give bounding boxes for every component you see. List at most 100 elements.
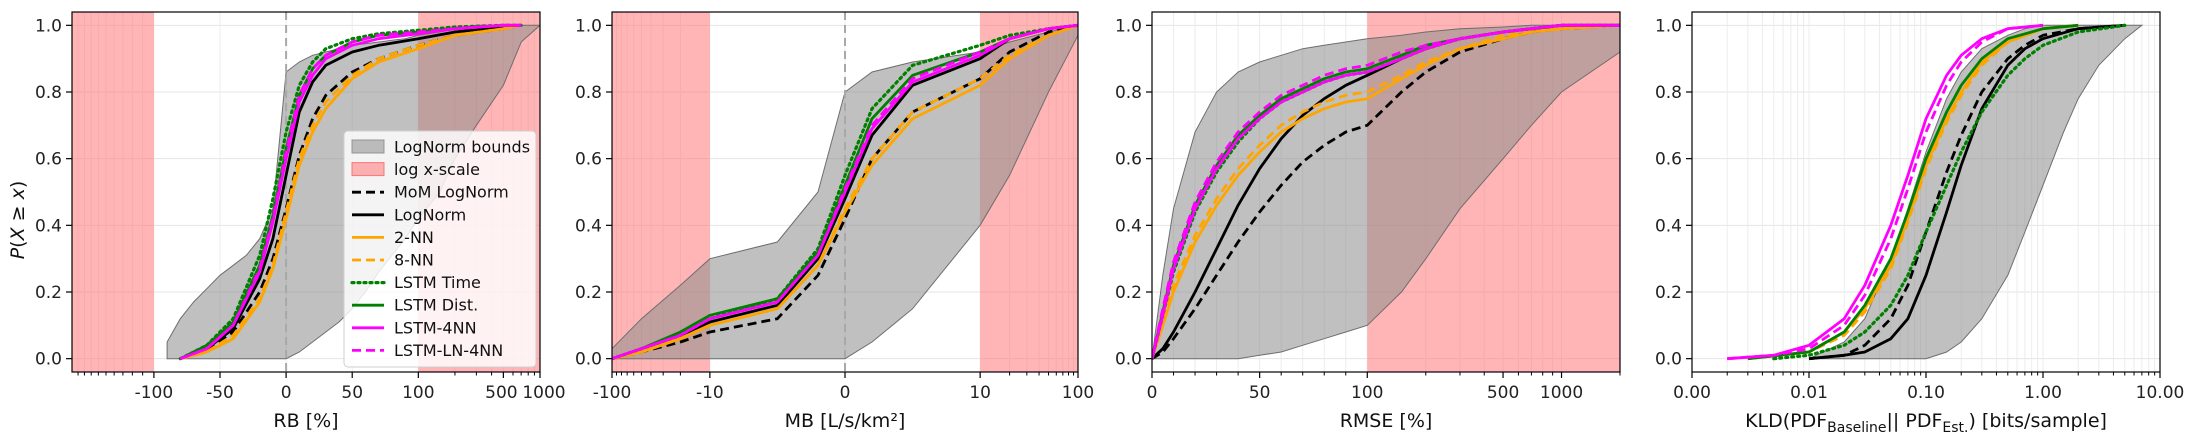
legend-swatch: [351, 139, 385, 154]
series-line-lognorm: [179, 23, 522, 361]
axes-frame-rb: [71, 11, 541, 373]
series-line-lognorm: [1808, 23, 2125, 361]
series-line-mom-lognorm: [612, 23, 1078, 361]
series-line-2-nn: [179, 23, 522, 361]
x-tick-label: 100: [402, 383, 434, 403]
y-tick-label: 0.2: [1655, 283, 1682, 303]
x-tick-label: 50: [1249, 383, 1271, 403]
x-axis-rb: -100 -50 0 50 100 500 1000: [77, 372, 566, 403]
legend-box: [343, 130, 537, 368]
legend-item-8-nn: 8-NN: [352, 251, 434, 270]
y-tick-label: 0.6: [1655, 150, 1682, 170]
series-line-8-nn: [1152, 23, 1620, 360]
x-axis-label-rb: RB [%]: [273, 410, 338, 432]
lognorm-bounds-band: [1808, 24, 2144, 360]
y-tick-label: 1.0: [1655, 16, 1682, 36]
y-tick-label: 0.8: [575, 83, 602, 103]
legend-item-lstm-ln-4nn: LSTM-LN-4NN: [352, 341, 503, 360]
legend-label: LSTM Time: [394, 273, 481, 292]
legend-label: LogNorm bounds: [394, 138, 530, 157]
x-tick-label: 1.00: [2024, 383, 2062, 403]
legend-label: MoM LogNorm: [394, 183, 509, 202]
x-tick-label: 0: [1147, 383, 1158, 403]
x-axis-kld: 0.00 0.01 0.10 1.00 10.00: [1673, 372, 2184, 403]
y-axis-kld: 0.0 0.2 0.4 0.6 0.8 1.0: [1655, 16, 1692, 370]
x-tick-label: 0: [840, 383, 851, 403]
series-line-lstm-time: [178, 23, 523, 361]
y-tick-label: 0.4: [575, 216, 602, 236]
x-tick-label: 50: [341, 383, 363, 403]
y-tick-label: 0.2: [1115, 283, 1142, 303]
x-axis-mb: -100 -10 0 10 100: [593, 372, 1094, 403]
x-tick-label: -100: [593, 383, 632, 403]
series-line-8-nn: [612, 23, 1078, 361]
axes-frame-rmse: [1151, 11, 1621, 373]
legend-item-lstm-4nn: LSTM-4NN: [352, 318, 477, 337]
legend-swatch: [351, 162, 385, 177]
x-tick-label: 0.01: [1790, 383, 1828, 403]
legend-item-lognorm: LogNorm: [352, 205, 466, 224]
legend-label: 2-NN: [394, 228, 434, 247]
x-tick-label: 0.00: [1673, 383, 1711, 403]
x-tick-label: 10: [969, 383, 991, 403]
legend-item-lognorm-bounds: LogNorm bounds: [351, 138, 530, 157]
y-tick-label: 0.4: [35, 216, 62, 236]
x-tick-label: 0: [281, 383, 292, 403]
panel-rb: 0.0 0.2 0.4 0.6 0.8 1.0 -100 -50 0 50 100 500 1000 RB…: [35, 11, 566, 432]
panel-rmse: 0.0 0.2 0.4 0.6 0.8 1.0 0 50 100 500 1000 RMSE [%]: [1115, 11, 1621, 432]
y-tick-label: 0.4: [1655, 216, 1682, 236]
x-tick-label: 1000: [522, 383, 565, 403]
x-tick-label: 1000: [1540, 383, 1583, 403]
x-tick-label: -100: [135, 383, 174, 403]
x-tick-label: -50: [206, 383, 234, 403]
y-tick-label: 0.2: [35, 283, 62, 303]
legend-label: log x-scale: [394, 160, 480, 179]
y-tick-label: 0.0: [35, 350, 62, 370]
legend-label: LSTM-4NN: [394, 318, 477, 337]
plot-area-kld: [1727, 23, 2144, 361]
x-axis-label-mb: MB [L/s/km²]: [785, 410, 906, 432]
x-tick-label: 10.00: [2136, 383, 2185, 403]
legend-label: 8-NN: [394, 251, 434, 270]
y-tick-label: 0.2: [575, 283, 602, 303]
y-axis-label: P(X ≥ x): [7, 181, 29, 260]
y-tick-label: 0.8: [1115, 83, 1142, 103]
y-tick-label: 0.4: [1115, 216, 1142, 236]
x-tick-label: 0.10: [1907, 383, 1945, 403]
y-tick-label: 1.0: [35, 16, 62, 36]
series-line-lstm-ln-4nn: [1152, 23, 1620, 359]
legend-label: LogNorm: [394, 205, 466, 224]
x-tick-label: -10: [696, 383, 724, 403]
y-tick-label: 0.6: [575, 150, 602, 170]
x-tick-label: 500: [1487, 383, 1519, 403]
series-line-lstm-4nn: [1727, 23, 2044, 361]
y-tick-label: 0.8: [1655, 83, 1682, 103]
plot-area-mb: [612, 12, 1078, 372]
y-tick-label: 0.6: [1115, 150, 1142, 170]
y-tick-label: 0.0: [1655, 350, 1682, 370]
log-scale-region-0: [72, 12, 154, 372]
x-axis-rmse: 0 50 100 500 1000: [1147, 372, 1621, 403]
series-line-lstm-4nn: [179, 23, 522, 361]
series-line-mom-lognorm: [179, 23, 522, 361]
legend-item-log-x-scale: log x-scale: [351, 160, 480, 179]
legend-label: LSTM-LN-4NN: [394, 341, 503, 360]
plot-area-rmse: [1152, 12, 1620, 372]
y-axis-rb: 0.0 0.2 0.4 0.6 0.8 1.0: [35, 16, 72, 370]
y-axis-mb: 0.0 0.2 0.4 0.6 0.8 1.0: [575, 16, 612, 370]
y-tick-label: 0.0: [575, 350, 602, 370]
legend-item-lstm-time: LSTM Time: [350, 273, 481, 292]
y-tick-label: 0.8: [35, 83, 62, 103]
series-line-lstm-ln-4nn: [179, 23, 522, 361]
series-line-mom-lognorm: [1808, 23, 2125, 361]
y-tick-label: 1.0: [1115, 16, 1142, 36]
series-line-lstm-dist: [1747, 23, 2079, 361]
series-line-lstm-ln-4nn: [612, 23, 1078, 361]
x-tick-label: 100: [1351, 383, 1383, 403]
series-line-8-nn: [1747, 23, 2079, 361]
series-line-lstm-time: [1772, 23, 2127, 361]
y-tick-label: 0.0: [1115, 350, 1142, 370]
x-tick-label: 500: [485, 383, 517, 403]
